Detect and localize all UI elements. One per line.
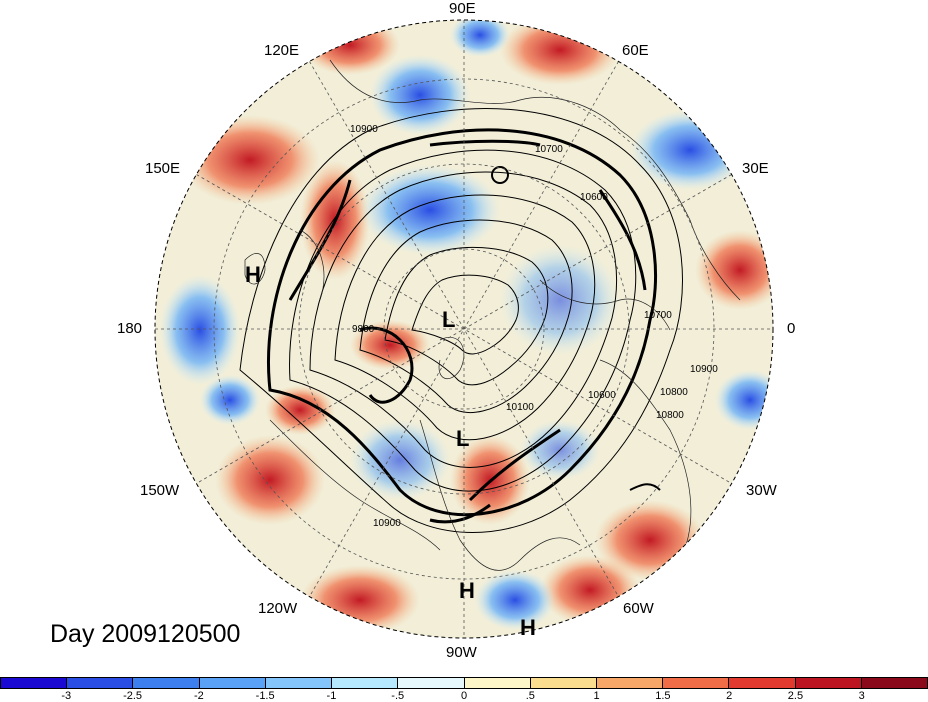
colorbar-tick-label: 1 [593, 690, 600, 702]
colorbar-swatch [332, 678, 399, 688]
colorbar-swatch [67, 678, 134, 688]
low-center-marker: L [442, 307, 455, 332]
lon-label-180: 180 [117, 320, 143, 337]
lon-label-150w: 150W [140, 482, 180, 499]
colorbar-swatch [1, 678, 68, 688]
contour-label: 10900 [690, 364, 718, 375]
colorbar-tick-label: -3 [61, 690, 72, 702]
coastlines [244, 59, 741, 571]
contour-label: 10800 [660, 387, 688, 398]
colorbar-swatch [729, 678, 796, 688]
colorbar-swatch [398, 678, 465, 688]
colorbar-swatch [464, 678, 531, 688]
high-center-marker: H [520, 615, 536, 640]
colorbar [0, 677, 928, 689]
contour-label: 10700 [535, 144, 563, 155]
contour-label: 10700 [644, 310, 672, 321]
lon-label-120e: 120E [264, 42, 300, 59]
colorbar-tick-label: .5 [525, 690, 535, 702]
contour-label: 10900 [350, 124, 378, 135]
lon-label-60e: 60E [622, 42, 649, 59]
lon-label-60w: 60W [623, 600, 654, 617]
colorbar-tick-label: 3 [858, 690, 865, 702]
contour-label: 10800 [656, 410, 684, 421]
day-label: Day 2009120500 [50, 620, 241, 648]
contour-label: 10900 [373, 518, 401, 529]
colorbar-swatch [133, 678, 200, 688]
colorbar-tick-label: -.5 [391, 690, 405, 702]
contour-value-labels: 10900 10700 10600 10700 10800 10900 9800… [350, 124, 718, 529]
colorbar-tick-label: 2 [726, 690, 733, 702]
low-center-marker: L [456, 426, 469, 451]
lon-label-90e: 90E [449, 0, 476, 17]
pressure-center-labels: H L L H H [245, 262, 536, 640]
high-center-marker: H [459, 578, 475, 603]
contour-label: 9800 [352, 324, 375, 335]
colorbar-tick-label: 1.5 [655, 690, 671, 702]
lon-label-120w: 120W [258, 600, 298, 617]
colorbar-swatch [663, 678, 730, 688]
lon-label-150e: 150E [145, 160, 181, 177]
colorbar-swatch [596, 678, 664, 688]
contour-label: 10100 [506, 402, 534, 413]
colorbar-swatch [795, 678, 862, 688]
colorbar-swatch [265, 678, 333, 688]
colorbar-swatch [199, 678, 266, 688]
lon-label-90w: 90W [446, 644, 477, 661]
lon-label-0: 0 [787, 320, 796, 337]
colorbar-tick-label: -1.5 [255, 690, 275, 702]
graticule [155, 20, 773, 638]
contour-label: 10600 [588, 390, 616, 401]
colorbar-tick-label: -2 [193, 690, 204, 702]
colorbar-swatch [530, 678, 597, 688]
map-boundary [154, 19, 774, 639]
colorbar-tick-label: -1 [326, 690, 337, 702]
colorbar-tick-label: 2.5 [787, 690, 804, 702]
colorbar-tick-label: -2.5 [123, 690, 143, 702]
high-center-marker: H [245, 262, 261, 287]
height-contours [239, 107, 683, 533]
lon-label-30w: 30W [746, 482, 777, 499]
colorbar-tick-label: 0 [460, 690, 468, 702]
lon-label-30e: 30E [742, 160, 769, 177]
contour-label: 10600 [580, 192, 608, 203]
colorbar-swatch [861, 678, 928, 688]
